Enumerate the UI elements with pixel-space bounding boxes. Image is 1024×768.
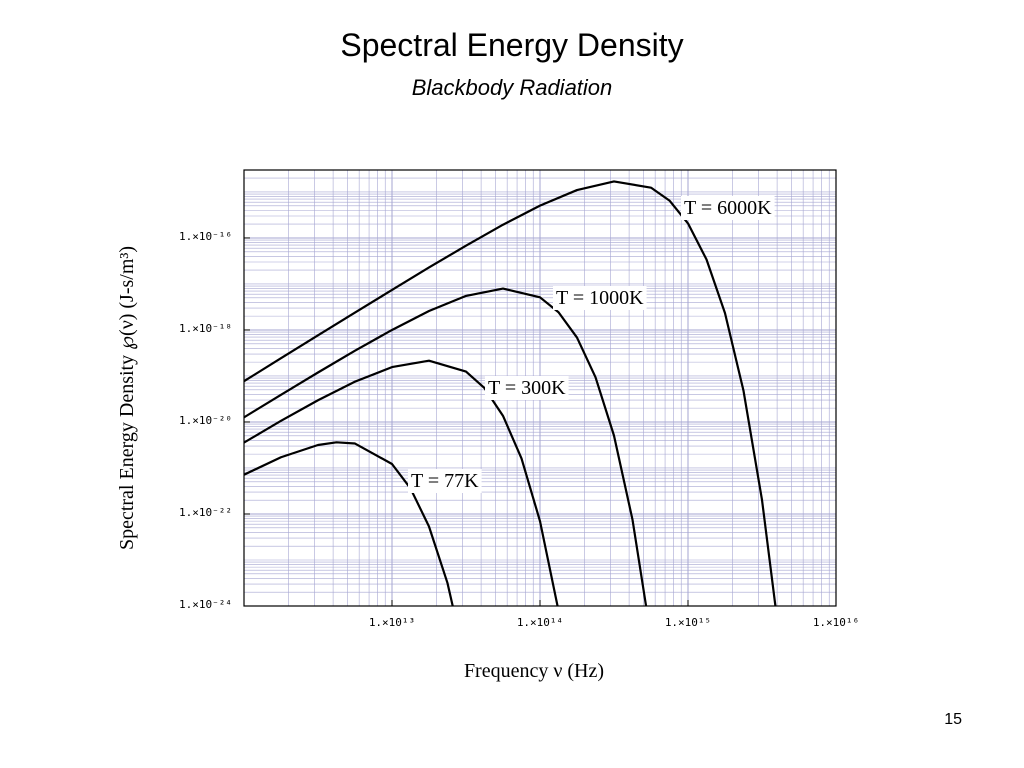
y-tick-label: 1.×10⁻¹⁶: [179, 230, 232, 243]
plot-frame: [243, 169, 837, 607]
series-label: T = 77K: [411, 470, 479, 492]
page-number: 15: [944, 711, 962, 728]
label-background: [408, 469, 482, 493]
series-label: T = 6000K: [684, 197, 772, 219]
x-axis-label: Frequency ν (Hz): [464, 660, 604, 682]
curve: [244, 359, 559, 606]
x-tick-label: 1.×10¹⁴: [517, 616, 563, 629]
label-background: [485, 376, 569, 400]
labels: T = 6000K T = 1000K T = 300K T = 77K: [408, 196, 775, 493]
series-label: T = 1000K: [556, 287, 644, 309]
x-tick-label: 1.×10¹⁶: [813, 616, 859, 629]
chart-title: Spectral Energy Density: [340, 27, 683, 63]
curve: [244, 180, 777, 606]
y-tick-label: 1.×10⁻²⁴: [179, 598, 232, 611]
label-background: [553, 286, 647, 310]
y-axis-label: Spectral Energy Density ℘(ν) (J-s/m³): [116, 246, 138, 550]
x-tick-label: 1.×10¹³: [369, 616, 415, 629]
series-label: T = 300K: [488, 377, 566, 399]
y-tick-label: 1.×10⁻²²: [179, 506, 232, 519]
y-tick-label: 1.×10⁻¹⁸: [179, 322, 232, 335]
curve: [244, 441, 454, 606]
curves: [244, 180, 777, 606]
chart-subtitle: Blackbody Radiation: [412, 75, 613, 100]
x-tick-label: 1.×10¹⁵: [665, 616, 711, 629]
label-background: [681, 196, 775, 220]
curve: [244, 287, 648, 606]
y-tick-label: 1.×10⁻²⁰: [179, 414, 232, 427]
